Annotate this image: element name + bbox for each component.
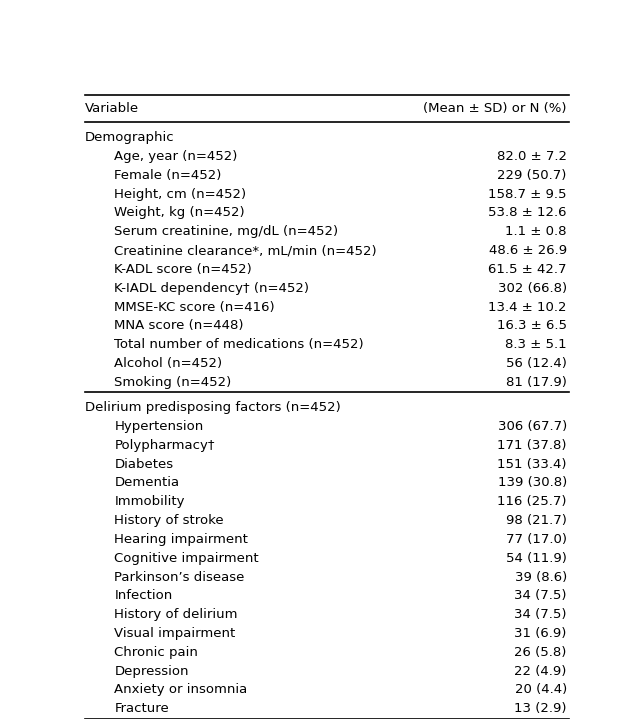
Text: 302 (66.8): 302 (66.8) bbox=[498, 282, 567, 295]
Text: Age, year (n=452): Age, year (n=452) bbox=[114, 150, 238, 163]
Text: Parkinson’s disease: Parkinson’s disease bbox=[114, 571, 245, 584]
Text: 13.4 ± 10.2: 13.4 ± 10.2 bbox=[488, 301, 567, 313]
Text: History of stroke: History of stroke bbox=[114, 514, 224, 527]
Text: (Mean ± SD) or N (%): (Mean ± SD) or N (%) bbox=[423, 103, 567, 116]
Text: Depression: Depression bbox=[114, 664, 189, 677]
Text: 306 (67.7): 306 (67.7) bbox=[498, 420, 567, 433]
Text: Smoking (n=452): Smoking (n=452) bbox=[114, 376, 232, 389]
Text: 139 (30.8): 139 (30.8) bbox=[498, 477, 567, 490]
Text: 16.3 ± 6.5: 16.3 ± 6.5 bbox=[497, 319, 567, 332]
Text: 82.0 ± 7.2: 82.0 ± 7.2 bbox=[497, 150, 567, 163]
Text: Delirium predisposing factors (n=452): Delirium predisposing factors (n=452) bbox=[85, 401, 341, 414]
Text: Demographic: Demographic bbox=[85, 131, 174, 145]
Text: K-IADL dependency† (n=452): K-IADL dependency† (n=452) bbox=[114, 282, 309, 295]
Text: Serum creatinine, mg/dL (n=452): Serum creatinine, mg/dL (n=452) bbox=[114, 225, 339, 238]
Text: 26 (5.8): 26 (5.8) bbox=[514, 646, 567, 659]
Text: Creatinine clearance*, mL/min (n=452): Creatinine clearance*, mL/min (n=452) bbox=[114, 244, 377, 257]
Text: 31 (6.9): 31 (6.9) bbox=[514, 627, 567, 640]
Text: 39 (8.6): 39 (8.6) bbox=[514, 571, 567, 584]
Text: Cognitive impairment: Cognitive impairment bbox=[114, 551, 259, 564]
Text: MMSE-KC score (n=416): MMSE-KC score (n=416) bbox=[114, 301, 275, 313]
Text: 1.1 ± 0.8: 1.1 ± 0.8 bbox=[505, 225, 567, 238]
Text: 13 (2.9): 13 (2.9) bbox=[514, 702, 567, 715]
Text: 229 (50.7): 229 (50.7) bbox=[498, 169, 567, 182]
Text: Female (n=452): Female (n=452) bbox=[114, 169, 222, 182]
Text: 48.6 ± 26.9: 48.6 ± 26.9 bbox=[489, 244, 567, 257]
Text: Weight, kg (n=452): Weight, kg (n=452) bbox=[114, 206, 245, 219]
Text: 34 (7.5): 34 (7.5) bbox=[514, 590, 567, 603]
Text: Dementia: Dementia bbox=[114, 477, 179, 490]
Text: 77 (17.0): 77 (17.0) bbox=[506, 533, 567, 546]
Text: 34 (7.5): 34 (7.5) bbox=[514, 608, 567, 621]
Text: K-ADL score (n=452): K-ADL score (n=452) bbox=[114, 263, 252, 276]
Text: MNA score (n=448): MNA score (n=448) bbox=[114, 319, 244, 332]
Text: Hearing impairment: Hearing impairment bbox=[114, 533, 248, 546]
Text: 22 (4.9): 22 (4.9) bbox=[514, 664, 567, 677]
Text: 61.5 ± 42.7: 61.5 ± 42.7 bbox=[488, 263, 567, 276]
Text: 56 (12.4): 56 (12.4) bbox=[506, 357, 567, 370]
Text: Variable: Variable bbox=[85, 103, 139, 116]
Text: Total number of medications (n=452): Total number of medications (n=452) bbox=[114, 338, 364, 352]
Text: Anxiety or insomnia: Anxiety or insomnia bbox=[114, 684, 248, 697]
Text: Alcohol (n=452): Alcohol (n=452) bbox=[114, 357, 223, 370]
Text: Infection: Infection bbox=[114, 590, 173, 603]
Text: Immobility: Immobility bbox=[114, 495, 185, 508]
Text: Chronic pain: Chronic pain bbox=[114, 646, 198, 659]
Text: 116 (25.7): 116 (25.7) bbox=[497, 495, 567, 508]
Text: Visual impairment: Visual impairment bbox=[114, 627, 235, 640]
Text: 20 (4.4): 20 (4.4) bbox=[514, 684, 567, 697]
Text: 8.3 ± 5.1: 8.3 ± 5.1 bbox=[505, 338, 567, 352]
Text: Polypharmacy†: Polypharmacy† bbox=[114, 439, 215, 452]
Text: History of delirium: History of delirium bbox=[114, 608, 238, 621]
Text: 53.8 ± 12.6: 53.8 ± 12.6 bbox=[488, 206, 567, 219]
Text: 151 (33.4): 151 (33.4) bbox=[497, 457, 567, 471]
Text: Fracture: Fracture bbox=[114, 702, 169, 715]
Text: 98 (21.7): 98 (21.7) bbox=[506, 514, 567, 527]
Text: Diabetes: Diabetes bbox=[114, 457, 174, 471]
Text: Hypertension: Hypertension bbox=[114, 420, 204, 433]
Text: 158.7 ± 9.5: 158.7 ± 9.5 bbox=[488, 188, 567, 201]
Text: 81 (17.9): 81 (17.9) bbox=[506, 376, 567, 389]
Text: Height, cm (n=452): Height, cm (n=452) bbox=[114, 188, 246, 201]
Text: 54 (11.9): 54 (11.9) bbox=[506, 551, 567, 564]
Text: 171 (37.8): 171 (37.8) bbox=[497, 439, 567, 452]
